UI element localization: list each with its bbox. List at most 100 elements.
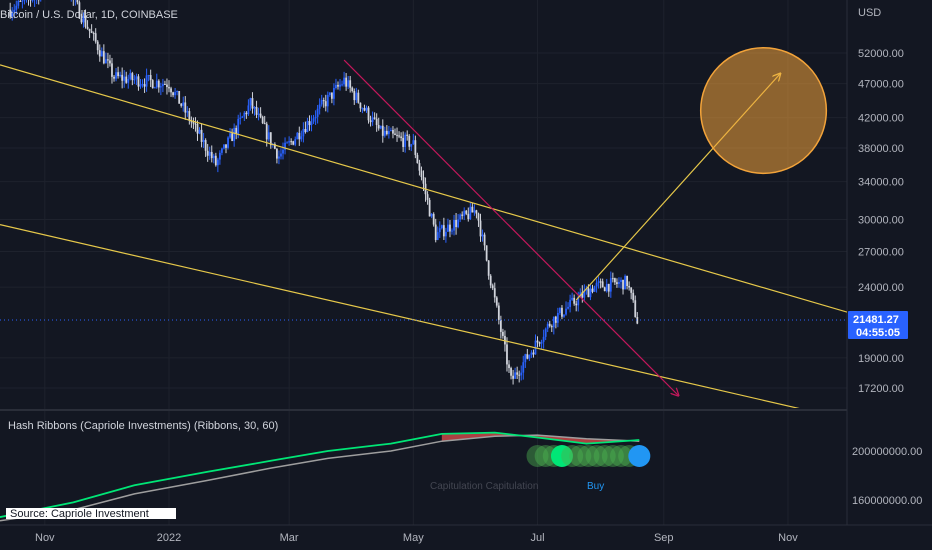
candle: [225, 144, 227, 154]
capitulation-label: Capitulation Capitulation: [430, 481, 538, 492]
candle-body: [278, 156, 280, 159]
candle-body: [276, 148, 278, 159]
candle: [229, 128, 231, 139]
candle-body: [538, 342, 541, 344]
candle-body: [123, 76, 126, 81]
candle: [377, 117, 380, 131]
candle-body: [127, 78, 130, 83]
candle: [451, 228, 453, 235]
candle: [422, 170, 425, 191]
candle-body: [184, 102, 187, 113]
candle: [457, 214, 460, 229]
candle: [355, 87, 358, 104]
candle: [17, 0, 20, 9]
candle: [471, 202, 474, 213]
candle: [552, 316, 555, 335]
candle-body: [559, 307, 561, 313]
candle: [406, 130, 409, 141]
candle: [512, 369, 514, 385]
candle-body: [11, 12, 14, 17]
candle: [76, 0, 79, 5]
candle: [233, 123, 236, 147]
capitulation-dot: [550, 445, 573, 467]
candle: [616, 278, 618, 288]
candle-body: [92, 32, 95, 34]
candle: [559, 307, 561, 315]
candle: [583, 284, 586, 301]
candle-body: [316, 108, 319, 117]
candle: [113, 75, 115, 82]
candle-body: [601, 281, 604, 288]
source-label: Source: Capriole Investment: [10, 508, 149, 520]
candle-body: [634, 300, 637, 318]
candle-body: [296, 132, 299, 140]
candle-body: [402, 137, 405, 147]
candle-body: [125, 76, 128, 83]
candle: [542, 329, 545, 349]
capitulation-dot: [561, 445, 584, 467]
candle: [522, 355, 525, 380]
candle-body: [253, 106, 256, 109]
candle-body: [345, 77, 348, 87]
candle: [544, 327, 547, 341]
candle-body: [546, 323, 549, 329]
candle: [180, 103, 183, 108]
candle-body: [290, 141, 293, 143]
candle: [447, 218, 449, 232]
candle-body: [15, 5, 18, 10]
candle-body: [259, 113, 262, 117]
candle-body: [412, 140, 415, 145]
candle: [153, 86, 156, 89]
candle-body: [499, 319, 502, 332]
candle-body: [166, 84, 168, 88]
candle: [442, 217, 445, 240]
indicator-title[interactable]: Hash Ribbons (Capriole Investments) (Rib…: [8, 420, 278, 432]
candle-body: [416, 154, 419, 164]
candle-body: [133, 79, 136, 81]
candle: [426, 191, 429, 205]
candle-body: [263, 123, 266, 125]
candle: [259, 107, 262, 119]
candle: [573, 294, 576, 306]
indicator-axis[interactable]: 200000000.00 160000000.00: [852, 446, 922, 507]
candle: [280, 148, 282, 160]
candle-body: [80, 18, 83, 23]
candle-body: [255, 106, 258, 115]
trendlines[interactable]: [0, 46, 847, 420]
candle: [247, 99, 250, 116]
candle: [273, 142, 276, 150]
candle: [282, 142, 284, 160]
candle-body: [481, 234, 484, 237]
candle: [36, 0, 38, 5]
currency-label: USD: [858, 7, 881, 19]
candle: [290, 138, 293, 146]
candle: [634, 295, 637, 318]
candle-body: [440, 225, 443, 229]
time-axis[interactable]: Nov 2022 Mar May Jul Sep Nov: [35, 532, 798, 544]
candle: [208, 146, 211, 160]
candle-body: [153, 87, 156, 89]
candle-body: [510, 368, 512, 376]
candle-body: [269, 132, 272, 146]
candle: [170, 86, 172, 97]
candle: [353, 88, 356, 105]
buy-label: Buy: [587, 481, 604, 492]
candle-body: [190, 120, 193, 123]
candle: [416, 152, 419, 164]
candle: [39, 0, 42, 2]
candle-body: [591, 288, 594, 292]
candle-body: [265, 123, 268, 140]
candle-body: [90, 31, 93, 33]
candle-body: [164, 83, 166, 85]
candle: [363, 104, 366, 112]
price-axis[interactable]: 52000.00 47000.00 42000.00 38000.00 34000.00…: [858, 48, 904, 395]
candle: [485, 245, 488, 262]
symbol-title[interactable]: Bitcoin / U.S. Dollar, 1D, COINBASE: [0, 9, 178, 21]
candle-body: [383, 130, 386, 136]
time-tick-label: Sep: [654, 532, 674, 544]
candle: [111, 57, 113, 84]
candle: [630, 287, 633, 300]
candle-body: [261, 116, 264, 124]
candle: [227, 136, 229, 150]
